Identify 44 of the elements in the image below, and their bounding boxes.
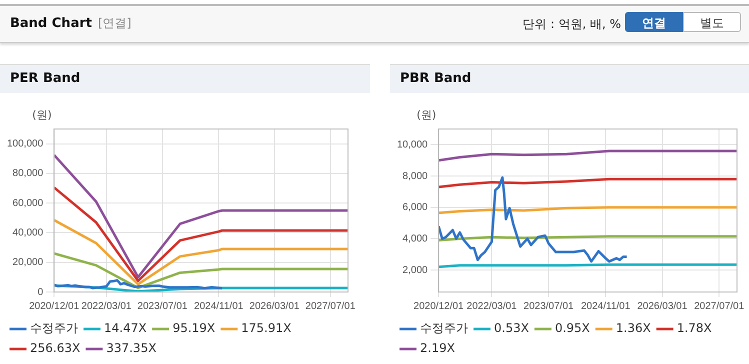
- legend-label: 수정주가: [30, 321, 78, 336]
- text: [연결]: [98, 16, 132, 30]
- y-tick-label: 20,000: [12, 257, 44, 268]
- text: 연결: [625, 12, 683, 32]
- x-tick-label: 2023/07/01: [524, 300, 574, 312]
- y-tick-label: 0: [38, 286, 44, 298]
- y-tick-label: 6,000: [402, 202, 428, 214]
- y-axis-title: (원): [32, 108, 52, 122]
- y-tick-label: 10,000: [396, 139, 428, 150]
- legend-label: 0.53X: [494, 321, 529, 336]
- legend-label: 1.78X: [676, 321, 712, 336]
- text: 별도: [683, 12, 741, 32]
- x-tick-label: 2022/03/01: [81, 300, 132, 312]
- legend-label: 0.95X: [554, 321, 590, 336]
- x-tick-label: 2026/03/01: [637, 300, 688, 312]
- legend-label: 14.47X: [104, 321, 147, 336]
- x-tick-label: 2024/11/01: [581, 300, 631, 312]
- legend-label: 175.91X: [241, 321, 292, 336]
- legend-label: 2.19X: [420, 341, 455, 356]
- y-tick-label: 100,000: [6, 138, 44, 150]
- text: Band Chart: [10, 16, 92, 31]
- chart-title: PER Band: [0, 64, 370, 93]
- legend-label: 337.35X: [106, 341, 156, 356]
- legend-label: 256.63X: [30, 341, 80, 356]
- y-tick-label: 8,000: [402, 170, 428, 182]
- y-tick-label: 80,000: [12, 168, 44, 180]
- y-axis-title: (원): [416, 108, 436, 122]
- y-tick-label: 40,000: [12, 227, 44, 238]
- x-tick-label: 2027/07/01: [305, 300, 356, 312]
- y-tick-label: 2,000: [402, 264, 428, 276]
- x-tick-label: 2020/12/01: [29, 300, 80, 312]
- x-tick-label: 2020/12/01: [414, 300, 464, 312]
- x-tick-label: 2026/03/01: [249, 300, 300, 312]
- y-tick-label: 4,000: [402, 233, 428, 244]
- chart-title: PBR Band: [390, 64, 749, 93]
- legend-label: 수정주가: [420, 321, 468, 336]
- legend-label: 95.19X: [172, 321, 216, 336]
- y-tick-label: 60,000: [12, 198, 44, 209]
- text: 단위 : 억원, 배, %: [522, 16, 621, 33]
- legend-label: 1.36X: [616, 321, 651, 336]
- x-tick-label: 2027/07/01: [694, 300, 745, 312]
- x-tick-label: 2024/11/01: [194, 300, 244, 312]
- x-tick-label: 2022/03/01: [466, 300, 518, 312]
- x-tick-label: 2023/07/01: [137, 300, 188, 312]
